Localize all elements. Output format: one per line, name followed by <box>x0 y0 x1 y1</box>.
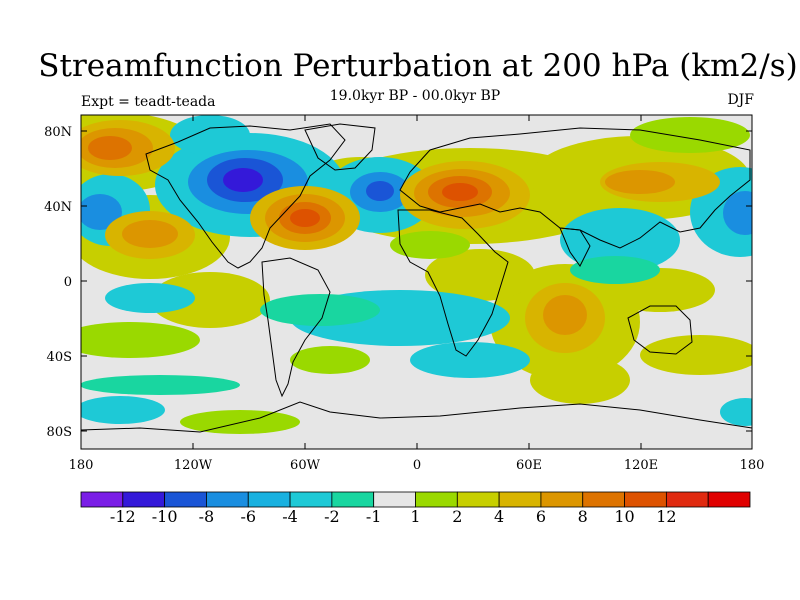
coast-australia <box>627 305 693 355</box>
experiment-label: Expt = teadt-teada <box>81 94 216 110</box>
colorbar-label: 6 <box>536 507 546 526</box>
colorbar-label: 2 <box>452 507 462 526</box>
colorbar-swatch <box>331 491 375 508</box>
map-panel: 80N 40N 0 40S 80S 180 120W 60W 0 60E 120E 180 <box>44 114 765 473</box>
lon-label: 180 <box>69 458 94 473</box>
coast-europe-asia <box>399 127 751 249</box>
lon-label: 180 <box>740 458 765 473</box>
negative-band-green <box>81 256 660 395</box>
lon-label: 120W <box>174 458 213 473</box>
colorbar-swatch <box>456 491 500 508</box>
lat-label: 40S <box>47 350 72 365</box>
lon-label: 0 <box>413 458 421 473</box>
colorbar-label: -10 <box>152 507 178 526</box>
colorbar-label: -2 <box>324 507 340 526</box>
colorbar-label: 4 <box>494 507 504 526</box>
colorbar-swatch <box>122 491 166 508</box>
colorbar-label: -12 <box>110 507 136 526</box>
colorbar-swatch <box>624 491 667 508</box>
lat-label: 80N <box>44 125 72 140</box>
coastlines <box>81 123 752 433</box>
colorbar-label: 1 <box>410 507 420 526</box>
season-label: DJF <box>727 92 754 108</box>
negative-core-max <box>223 168 263 192</box>
colorbar-swatch <box>498 491 542 508</box>
colorbar-label: 10 <box>614 507 634 526</box>
lat-label: 80S <box>47 425 72 440</box>
colorbar-swatch <box>540 491 584 508</box>
coast-south-america <box>261 257 331 398</box>
colorbar-swatch <box>289 491 333 508</box>
lon-label: 120E <box>624 458 658 473</box>
colorbar-label: -6 <box>240 507 256 526</box>
coast-north-america <box>145 123 346 269</box>
colorbar-label: 12 <box>656 507 676 526</box>
longitude-axis: 180 120W 60W 0 60E 120E 180 <box>69 115 765 473</box>
colorbar-swatch <box>373 491 416 508</box>
plot-subtitle: 19.0kyr BP - 00.0kyr BP <box>329 88 501 104</box>
colorbar-label: -8 <box>199 507 215 526</box>
positive-band-light <box>81 117 750 434</box>
colorbar-swatch <box>582 491 625 508</box>
colorbar-swatch <box>206 491 249 508</box>
lat-label: 40N <box>44 200 72 215</box>
colorbar-label: 8 <box>578 507 588 526</box>
positive-core-12 <box>290 183 478 227</box>
colorbar-swatch <box>707 491 751 508</box>
coast-india <box>559 227 591 267</box>
contour-fields <box>81 115 752 434</box>
lon-label: 60E <box>516 458 542 473</box>
latitude-axis: 80N 40N 0 40S 80S <box>44 125 752 440</box>
colorbar-swatch <box>665 491 709 508</box>
colorbar: -12 -10 -8 -6 -4 -2 -1 1 2 4 6 8 10 12 <box>80 491 751 526</box>
lon-label: 60W <box>290 458 321 473</box>
coast-antarctica <box>81 401 752 433</box>
colorbar-swatch <box>247 491 291 508</box>
plot-title: Streamfunction Perturbation at 200 hPa (… <box>38 48 798 84</box>
colorbar-label: -1 <box>366 507 382 526</box>
lat-label: 0 <box>64 275 72 290</box>
coast-africa <box>397 209 509 357</box>
colorbar-label: -4 <box>282 507 298 526</box>
colorbar-swatch <box>80 491 124 508</box>
coast-greenland <box>304 123 376 171</box>
colorbar-swatch <box>415 491 458 508</box>
colorbar-swatch <box>164 491 207 508</box>
